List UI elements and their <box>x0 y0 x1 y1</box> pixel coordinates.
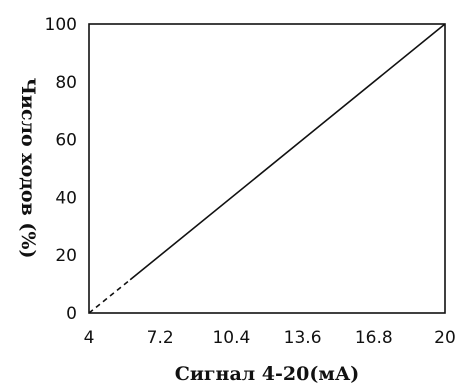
x-axis-label: Сигнал 4-20(мА) <box>175 363 360 385</box>
series-layer <box>88 23 446 314</box>
x-tick-label: 10.4 <box>212 328 250 348</box>
x-tick-label: 7.2 <box>147 328 174 348</box>
x-tick-label: 13.6 <box>284 328 322 348</box>
y-axis-label: Число ходов (%) <box>17 78 39 259</box>
plot-frame <box>88 23 446 314</box>
y-tick-label: 20 <box>55 246 77 266</box>
x-tick-label: 16.8 <box>355 328 393 348</box>
y-tick-label: 0 <box>66 304 77 324</box>
y-tick-label: 80 <box>55 73 77 93</box>
solid-segment-line <box>129 23 446 281</box>
ticks-layer: 4 7.2 10.4 13.6 16.8 20 0 20 40 60 80 100 <box>45 15 456 348</box>
x-tick-label: 20 <box>434 328 456 348</box>
y-tick-label: 100 <box>45 15 77 35</box>
dashed-segment-line <box>88 279 131 314</box>
y-tick-label: 60 <box>55 131 77 151</box>
y-tick-label: 40 <box>55 188 77 208</box>
x-tick-label: 4 <box>84 328 95 348</box>
